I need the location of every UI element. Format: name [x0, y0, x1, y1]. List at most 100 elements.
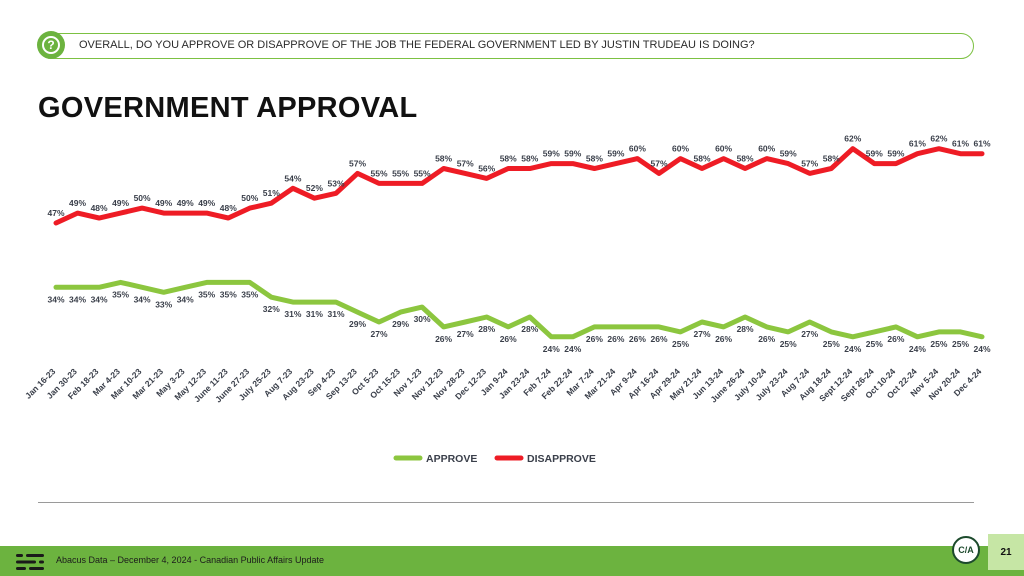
data-label-disapprove: 61% [973, 139, 990, 149]
data-label-approve: 29% [392, 319, 409, 329]
data-label-disapprove: 57% [650, 158, 667, 168]
data-label-approve: 35% [220, 289, 237, 299]
data-label-disapprove: 58% [500, 154, 517, 164]
data-label-disapprove: 58% [586, 154, 603, 164]
ca-badge: C/A [952, 536, 980, 564]
legend-label-approve: APPROVE [426, 453, 477, 465]
data-label-approve: 26% [758, 334, 775, 344]
page-number: 21 [988, 534, 1024, 570]
data-label-disapprove: 49% [69, 198, 86, 208]
data-label-approve: 27% [370, 329, 387, 339]
data-label-approve: 25% [823, 339, 840, 349]
data-label-approve: 31% [327, 309, 344, 319]
data-label-disapprove: 61% [909, 139, 926, 149]
line-chart: 34% 34% 34% 35% 34% 33% 34% 35% 35% 35% 32% 31% 31% 3… [23, 134, 991, 465]
legend-label-disapprove: DISAPPROVE [527, 453, 596, 465]
data-label-approve: 34% [91, 294, 108, 304]
data-label-disapprove: 59% [607, 149, 624, 159]
data-label-disapprove: 62% [844, 134, 861, 144]
data-label-disapprove: 49% [112, 198, 129, 208]
data-label-disapprove: 59% [564, 149, 581, 159]
data-label-approve: 34% [134, 294, 151, 304]
data-label-disapprove: 58% [693, 154, 710, 164]
footer-divider [38, 502, 974, 503]
footer-source: Abacus Data – December 4, 2024 - Canadia… [56, 555, 324, 565]
data-label-disapprove: 49% [155, 198, 172, 208]
data-label-approve: 28% [737, 324, 754, 334]
data-label-approve: 25% [780, 339, 797, 349]
data-label-disapprove: 60% [715, 144, 732, 154]
data-label-disapprove: 60% [672, 144, 689, 154]
data-label-approve: 26% [607, 334, 624, 344]
question-text: OVERALL, DO YOU APPROVE OR DISAPPROVE OF… [79, 39, 755, 51]
data-label-disapprove: 61% [952, 139, 969, 149]
data-label-approve: 24% [973, 344, 990, 354]
data-label-approve: 35% [241, 289, 258, 299]
data-label-approve: 24% [909, 344, 926, 354]
data-label-approve: 30% [414, 314, 431, 324]
data-label-approve: 27% [693, 329, 710, 339]
data-label-approve: 29% [349, 319, 366, 329]
data-label-approve: 31% [284, 309, 301, 319]
data-label-disapprove: 58% [737, 154, 754, 164]
ca-badge-label: C/A [958, 545, 974, 555]
data-label-approve: 24% [543, 344, 560, 354]
data-label-approve: 34% [69, 294, 86, 304]
data-label-disapprove: 56% [478, 163, 495, 173]
series-line-approve [53, 279, 985, 340]
data-label-approve: 26% [715, 334, 732, 344]
data-label-disapprove: 59% [887, 149, 904, 159]
data-label-disapprove: 50% [241, 193, 258, 203]
data-label-disapprove: 52% [306, 183, 323, 193]
data-label-disapprove: 51% [263, 188, 280, 198]
data-label-approve: 28% [478, 324, 495, 334]
data-label-approve: 33% [155, 299, 172, 309]
data-label-disapprove: 54% [284, 173, 301, 183]
data-label-disapprove: 57% [349, 158, 366, 168]
data-label-approve: 25% [866, 339, 883, 349]
data-label-approve: 25% [672, 339, 689, 349]
data-label-approve: 35% [112, 289, 129, 299]
page-title: GOVERNMENT APPROVAL [38, 92, 418, 124]
data-label-disapprove: 50% [134, 193, 151, 203]
data-label-approve: 26% [887, 334, 904, 344]
data-label-disapprove: 62% [930, 134, 947, 144]
data-label-approve: 25% [930, 339, 947, 349]
data-label-disapprove: 57% [801, 158, 818, 168]
data-label-approve: 26% [650, 334, 667, 344]
abacus-logo-icon [16, 554, 44, 570]
data-label-disapprove: 55% [392, 168, 409, 178]
data-label-disapprove: 58% [435, 154, 452, 164]
data-label-approve: 35% [198, 289, 215, 299]
data-label-disapprove: 58% [521, 154, 538, 164]
data-label-approve: 27% [457, 329, 474, 339]
data-label-disapprove: 55% [370, 168, 387, 178]
data-label-disapprove: 48% [220, 203, 237, 213]
data-label-approve: 26% [586, 334, 603, 344]
data-label-approve: 25% [952, 339, 969, 349]
data-label-disapprove: 59% [780, 149, 797, 159]
data-label-approve: 34% [177, 294, 194, 304]
data-label-disapprove: 58% [823, 154, 840, 164]
data-label-disapprove: 49% [198, 198, 215, 208]
data-label-disapprove: 57% [457, 158, 474, 168]
data-label-disapprove: 59% [543, 149, 560, 159]
series-line-disapprove [53, 146, 985, 226]
data-label-approve: 27% [801, 329, 818, 339]
data-label-disapprove: 59% [866, 149, 883, 159]
data-label-approve: 26% [500, 334, 517, 344]
data-label-disapprove: 53% [327, 178, 344, 188]
data-label-approve: 31% [306, 309, 323, 319]
data-label-disapprove: 60% [758, 144, 775, 154]
data-label-disapprove: 48% [91, 203, 108, 213]
question-icon: ? [37, 31, 65, 59]
data-label-approve: 26% [435, 334, 452, 344]
data-label-disapprove: 47% [47, 208, 64, 218]
data-label-approve: 34% [47, 294, 64, 304]
data-label-approve: 28% [521, 324, 538, 334]
data-label-approve: 24% [844, 344, 861, 354]
question-bar: ? OVERALL, DO YOU APPROVE OR DISAPPROVE … [37, 31, 974, 59]
data-label-approve: 26% [629, 334, 646, 344]
data-label-approve: 32% [263, 304, 280, 314]
data-label-approve: 24% [564, 344, 581, 354]
